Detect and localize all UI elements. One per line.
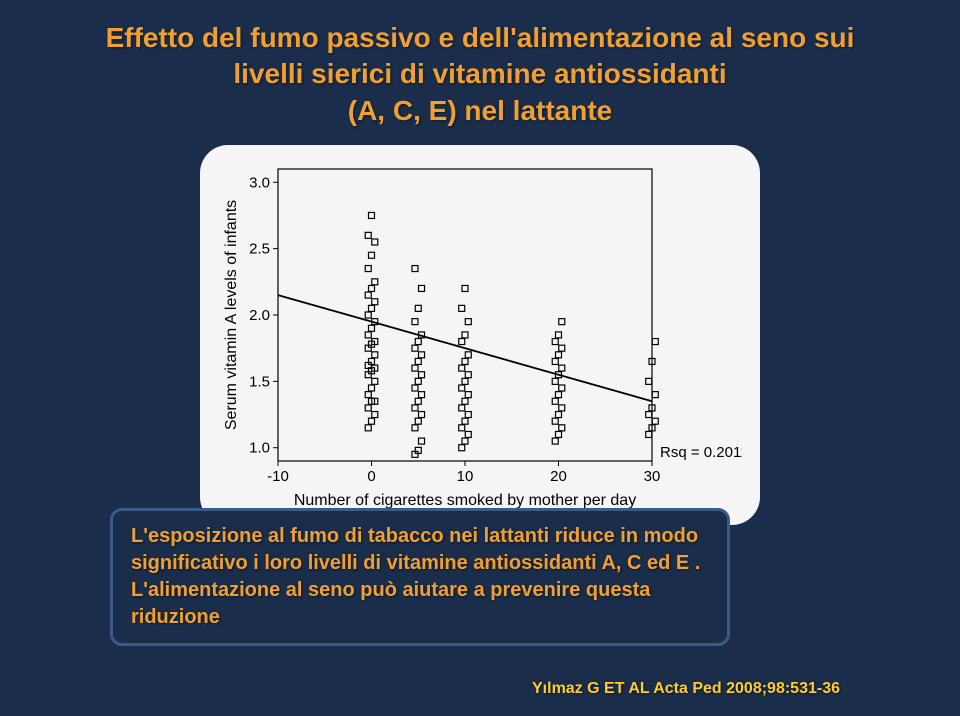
title-line-3: (A, C, E) nel lattante bbox=[348, 95, 612, 126]
svg-text:0: 0 bbox=[367, 468, 375, 485]
svg-text:Serum vitamin A levels of infa: Serum vitamin A levels of infants bbox=[223, 200, 240, 430]
svg-text:Number of cigarettes smoked by: Number of cigarettes smoked by mother pe… bbox=[294, 492, 636, 509]
svg-text:1.0: 1.0 bbox=[249, 440, 270, 457]
callout-text: L'esposizione al fumo di tabacco nei lat… bbox=[131, 525, 700, 628]
title-line-2: livelli sierici di vitamine antiossidant… bbox=[233, 58, 726, 89]
title-line-1: Effetto del fumo passivo e dell'alimenta… bbox=[106, 22, 855, 53]
svg-text:2.0: 2.0 bbox=[249, 307, 270, 324]
citation-text: Yılmaz G ET AL Acta Ped 2008;98:531-36 bbox=[532, 680, 840, 698]
svg-text:-10: -10 bbox=[267, 468, 289, 485]
callout-box: L'esposizione al fumo di tabacco nei lat… bbox=[110, 508, 730, 646]
svg-text:1.5: 1.5 bbox=[249, 374, 270, 391]
scatter-chart: 1.0 1.5 2.0 2.5 3.0 -10 0 10 20 30 Number of cigar… bbox=[218, 159, 742, 511]
svg-text:Rsq = 0.2011: Rsq = 0.2011 bbox=[660, 444, 742, 461]
svg-text:3.0: 3.0 bbox=[249, 174, 270, 191]
svg-text:20: 20 bbox=[550, 468, 567, 485]
svg-text:30: 30 bbox=[644, 468, 661, 485]
svg-text:10: 10 bbox=[457, 468, 474, 485]
svg-text:2.5: 2.5 bbox=[249, 241, 270, 258]
slide-title: Effetto del fumo passivo e dell'alimenta… bbox=[0, 0, 960, 139]
chart-container: 1.0 1.5 2.0 2.5 3.0 -10 0 10 20 30 Number of cigar… bbox=[200, 145, 760, 525]
